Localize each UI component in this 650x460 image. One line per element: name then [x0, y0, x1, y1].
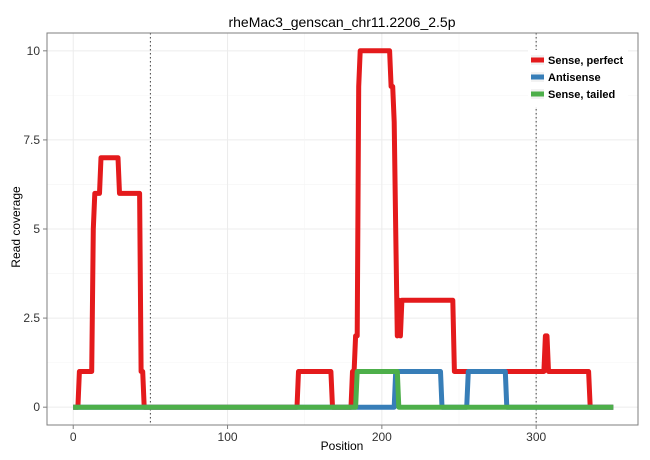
x-axis-title: Position — [321, 439, 364, 453]
series-line-sense-tailed — [73, 369, 614, 410]
legend-label: Sense, tailed — [548, 89, 615, 101]
legend: Sense, perfect Antisense Sense, tailed — [528, 50, 628, 107]
x-tick-label: 0 — [70, 430, 77, 444]
chart-title: rheMac3_genscan_chr11.2206_2.5p — [228, 14, 455, 30]
y-tick-label: 10 — [27, 44, 41, 58]
x-tick-label: 200 — [372, 430, 392, 444]
legend-box — [528, 50, 628, 107]
legend-label: Antisense — [548, 72, 601, 84]
y-tick-label: 5 — [33, 222, 40, 236]
x-axis-ticks: 0 100 200 300 — [70, 425, 546, 444]
series-lines — [73, 48, 614, 410]
y-axis-ticks: 0 2.5 5 7.5 10 — [23, 44, 47, 414]
y-tick-label: 0 — [33, 400, 40, 414]
series-line-sense-perfect — [73, 48, 614, 410]
y-tick-label: 7.5 — [23, 133, 40, 147]
y-tick-label: 2.5 — [23, 311, 40, 325]
legend-label: Sense, perfect — [548, 55, 624, 67]
x-tick-label: 300 — [526, 430, 546, 444]
y-axis-title: Read coverage — [9, 186, 23, 268]
x-tick-label: 100 — [218, 430, 238, 444]
